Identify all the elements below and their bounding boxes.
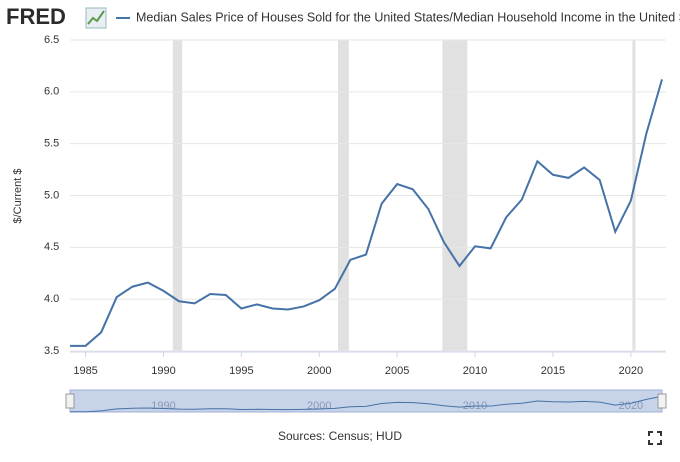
x-tick-label: 2020 [619, 365, 643, 377]
y-tick-label: 5.0 [44, 189, 59, 201]
x-tick-label: 1995 [229, 365, 253, 377]
navigator-tick-label: 1990 [151, 400, 175, 412]
x-tick-label: 2010 [463, 365, 487, 377]
y-tick-label: 5.5 [44, 138, 59, 150]
y-tick-label: 3.5 [44, 345, 59, 357]
x-tick-label: 2000 [307, 365, 331, 377]
navigator-handle[interactable] [65, 393, 75, 409]
x-tick-label: 1985 [73, 365, 97, 377]
y-tick-label: 4.0 [44, 293, 59, 305]
y-tick-label: 6.0 [44, 86, 59, 98]
logo: FRED [6, 4, 66, 29]
y-tick-label: 4.5 [44, 241, 59, 253]
logo-icon-line [87, 10, 105, 25]
y-tick-label: 6.5 [44, 34, 59, 46]
series-line [70, 79, 663, 347]
navigator-tick-label: 2000 [307, 400, 331, 412]
navigator-line [70, 395, 663, 413]
fullscreen-icon[interactable] [648, 431, 662, 445]
navigator-handle[interactable] [657, 393, 667, 409]
navigator-tick-label: 2020 [619, 400, 643, 412]
legend-label: Median Sales Price of Houses Sold for th… [136, 10, 680, 24]
x-tick-label: 2015 [541, 365, 565, 377]
logo-icon [85, 7, 107, 29]
y-axis-label: $/Current $ [12, 168, 24, 223]
source: Sources: Census; HUD [278, 429, 402, 443]
x-tick-label: 1990 [151, 365, 175, 377]
x-tick-label: 2005 [385, 365, 409, 377]
